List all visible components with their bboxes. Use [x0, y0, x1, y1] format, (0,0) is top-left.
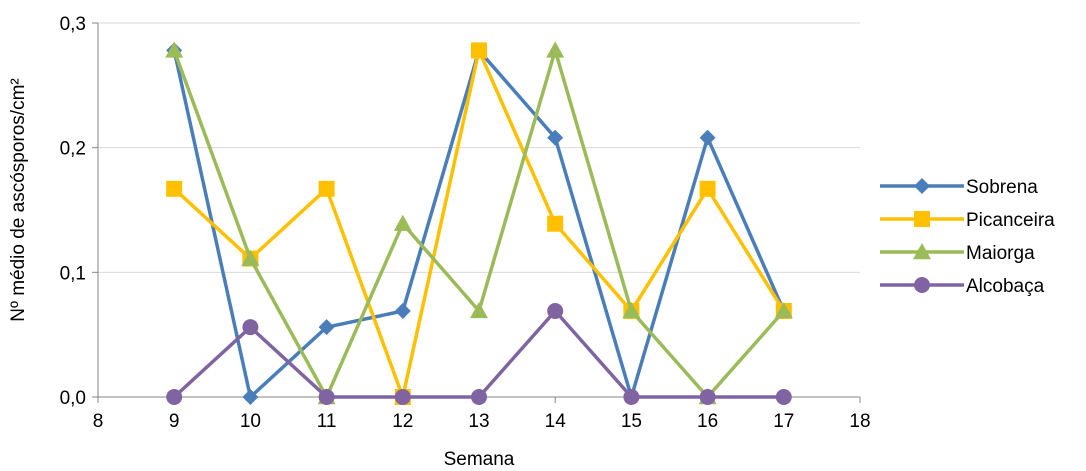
legend-marker	[913, 243, 931, 260]
y-tick-label: 0,0	[60, 388, 86, 409]
data-point	[547, 302, 564, 319]
series-group	[165, 41, 793, 405]
series-line	[173, 48, 786, 399]
data-point	[394, 389, 411, 405]
y-tick-label: 0,2	[60, 139, 86, 160]
data-point	[242, 319, 259, 336]
data-point	[623, 389, 640, 405]
x-tick-labels: 8 9 10 11 12 13 14 15 16 17 18	[93, 411, 871, 432]
data-point	[622, 301, 641, 319]
data-point	[775, 389, 792, 405]
data-point	[241, 249, 260, 266]
data-point	[471, 42, 487, 59]
data-point	[547, 129, 564, 146]
data-point	[699, 180, 716, 197]
data-point	[699, 129, 716, 146]
x-tick-label: 18	[849, 411, 870, 432]
data-point	[318, 319, 335, 336]
legend-label: Picanceira	[966, 210, 1055, 231]
x-tick-label: 9	[169, 411, 180, 432]
legend-item: Sobrena	[880, 177, 1038, 198]
x-tick-label: 17	[773, 411, 794, 432]
x-tick-label: 16	[697, 411, 718, 432]
series-line	[172, 48, 786, 399]
legend-marker	[914, 277, 930, 293]
legend-marker	[914, 211, 930, 227]
data-point	[547, 215, 564, 232]
data-point	[165, 41, 184, 58]
x-tick-label: 14	[545, 411, 567, 432]
series-picanceira	[166, 42, 792, 405]
y-axis-title: Nº médio de ascósporos/cm²	[8, 78, 29, 321]
series-alcobaca	[166, 302, 792, 405]
y-tick-labels: 0,0 0,1 0,2 0,3	[60, 14, 86, 409]
x-tick-label: 15	[621, 411, 642, 432]
x-axis-title: Semana	[444, 449, 515, 470]
legend-item: Alcobaça	[880, 276, 1045, 297]
data-point	[318, 389, 335, 405]
legend-label: Maiorga	[966, 243, 1035, 264]
gridlines	[98, 22, 860, 273]
legend-label: Sobrena	[966, 177, 1038, 198]
data-point	[471, 389, 487, 405]
data-point	[394, 302, 411, 319]
x-tick-label: 12	[392, 411, 413, 432]
data-point	[242, 389, 259, 405]
series-sobrena	[166, 42, 792, 405]
data-point	[546, 41, 565, 58]
x-tick-label: 13	[468, 411, 489, 432]
data-point	[774, 301, 793, 319]
data-point	[699, 389, 716, 405]
legend-label: Alcobaça	[966, 276, 1045, 297]
y-tick-label: 0,3	[60, 14, 86, 35]
data-point	[318, 180, 335, 197]
legend-marker	[914, 178, 930, 194]
data-point	[166, 389, 183, 405]
x-tick-label: 11	[317, 411, 337, 432]
data-point	[166, 180, 183, 197]
data-point	[470, 301, 488, 319]
axes	[92, 22, 861, 403]
data-point	[393, 214, 412, 231]
x-tick-label: 10	[240, 411, 261, 432]
legend-item: Picanceira	[880, 210, 1055, 231]
x-tick-label: 8	[93, 411, 104, 432]
series-maiorga	[165, 41, 793, 405]
legend-item: Maiorga	[880, 243, 1035, 264]
legend: Sobrena Picanceira Maiorga Alcobaça	[880, 177, 1055, 297]
y-tick-label: 0,1	[60, 263, 86, 284]
series-line	[172, 48, 786, 399]
